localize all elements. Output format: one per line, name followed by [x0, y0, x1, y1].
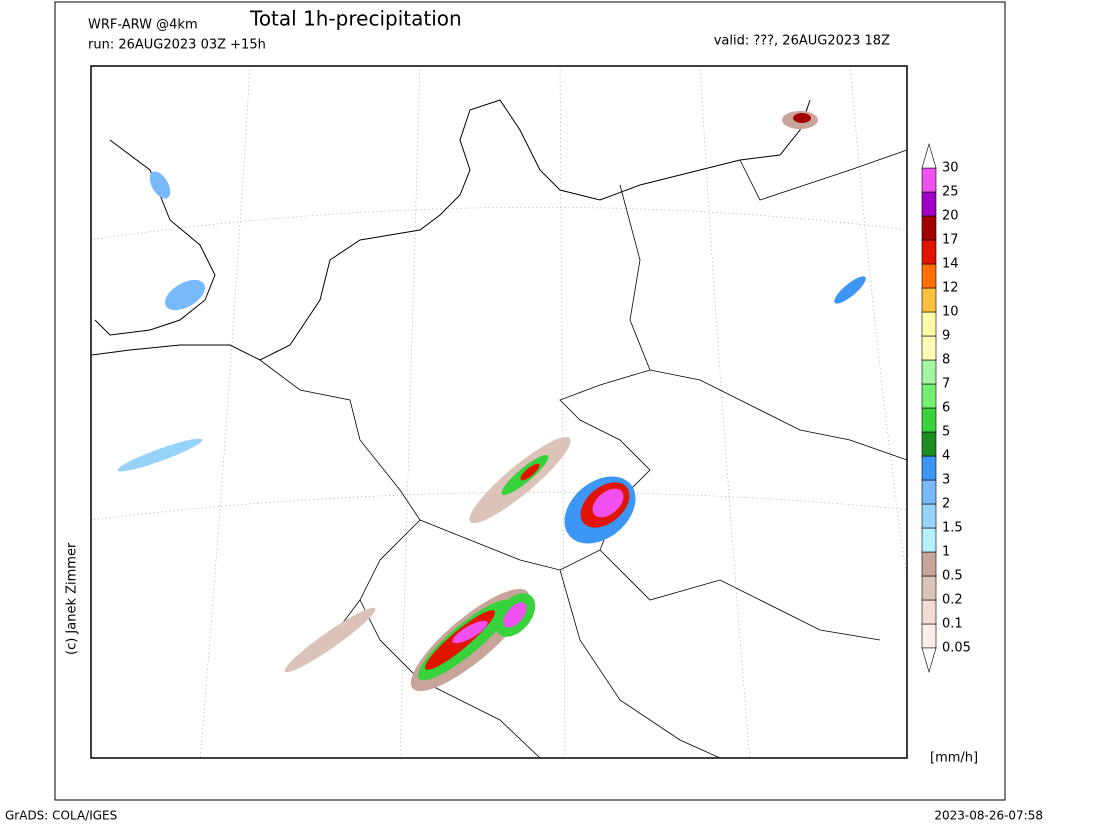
model-label: WRF-ARW @4km	[88, 18, 198, 33]
colorbar-label: 12	[942, 281, 959, 296]
colorbar-swatch	[921, 575, 937, 601]
colorbar-label: 20	[942, 209, 959, 224]
colorbar-label: 0.1	[942, 617, 963, 632]
colorbar-swatch	[921, 431, 937, 457]
colorbar-low-end	[921, 647, 937, 674]
precipitation	[117, 111, 866, 692]
colorbar-swatch	[921, 551, 937, 577]
colorbar-swatch	[921, 623, 937, 649]
colorbar-label: 25	[942, 185, 959, 200]
colorbar-label: 0.2	[942, 593, 963, 608]
colorbar-swatch	[921, 359, 937, 385]
unit-label: [mm/h]	[930, 751, 978, 766]
colorbar-swatch	[921, 527, 937, 553]
coastline	[91, 99, 811, 361]
colorbar-label: 1	[942, 545, 950, 560]
colorbar: 0.05 0.1 0.2 0.5 1 1.5 2 3 4 5 6 7 8 9 10 12 14 17 20 25 30	[921, 142, 971, 674]
colorbar-swatch	[921, 599, 937, 625]
colorbar-label: 30	[942, 161, 959, 176]
colorbar-label: 3	[942, 473, 950, 488]
colorbar-label: 0.5	[942, 569, 963, 584]
colorbar-swatch	[921, 239, 937, 265]
map-frame	[90, 65, 908, 759]
credit: (c) Janek Zimmer	[65, 542, 80, 655]
colorbar-swatch	[921, 407, 937, 433]
colorbar-label: 1.5	[942, 521, 963, 536]
colorbar-label: 5	[942, 425, 950, 440]
title: Total 1h-precipitation	[249, 7, 462, 31]
valid-label: valid: ???, 26AUG2023 18Z	[714, 34, 890, 49]
colorbar-label: 6	[942, 401, 950, 416]
colorbar-swatch	[921, 191, 937, 217]
colorbar-label: 2	[942, 497, 950, 512]
map	[90, 65, 908, 759]
colorbar-swatch	[921, 383, 937, 409]
graticule	[91, 66, 907, 758]
colorbar-swatch	[921, 263, 937, 289]
run-label: run: 26AUG2023 03Z +15h	[88, 38, 266, 53]
colorbar-label: 0.05	[942, 641, 971, 656]
colorbar-label: 17	[942, 233, 959, 248]
colorbar-label: 8	[942, 353, 950, 368]
timestamp: 2023-08-26-07:58	[934, 809, 1043, 823]
colorbar-high-end	[921, 142, 937, 169]
colorbar-swatch	[921, 335, 937, 361]
colorbar-label: 9	[942, 329, 950, 344]
colorbar-swatch	[921, 167, 937, 193]
software-label: GrADS: COLA/IGES	[5, 809, 117, 823]
colorbar-swatch	[921, 503, 937, 529]
colorbar-swatch	[921, 479, 937, 505]
colorbar-swatch	[921, 311, 937, 337]
colorbar-swatch	[921, 455, 937, 481]
colorbar-label: 4	[942, 449, 950, 464]
colorbar-swatch	[921, 287, 937, 313]
colorbar-swatch	[921, 215, 937, 241]
colorbar-label: 7	[942, 377, 950, 392]
colorbar-label: 10	[942, 305, 959, 320]
country-borders	[259, 149, 907, 758]
colorbar-label: 14	[942, 257, 959, 272]
outer-frame	[54, 1, 1006, 801]
